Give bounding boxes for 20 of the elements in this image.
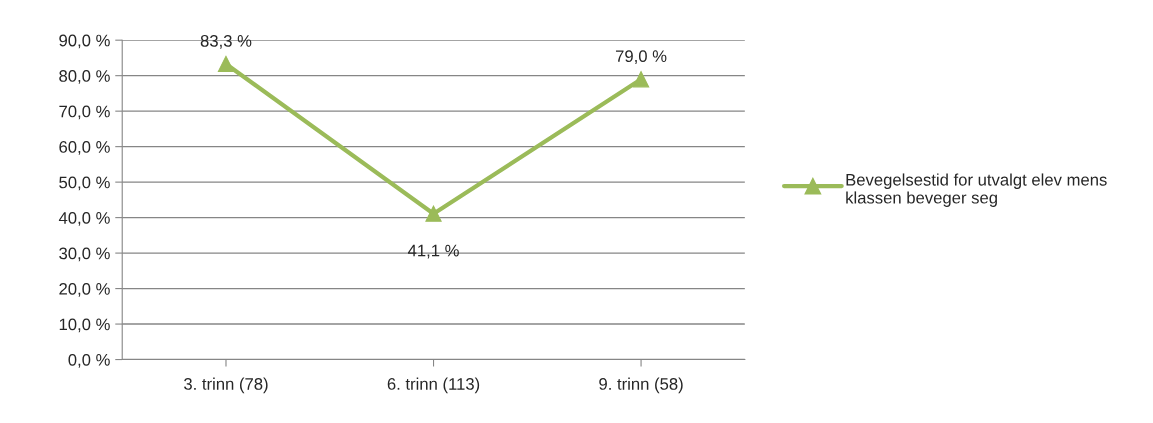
point — [425, 205, 442, 222]
x-tick-label: 9. trinn (58) — [599, 377, 683, 394]
x-tick-label: 3. trinn (78) — [184, 377, 268, 394]
y-tick-label: 80,0 % — [59, 70, 110, 84]
y-tick-label: 30,0 % — [59, 247, 110, 262]
y-tick-label: 0,0 % — [68, 353, 110, 368]
y-tick-label: 20,0 % — [59, 282, 110, 297]
point — [632, 71, 650, 88]
y-tick-label: 40,0 % — [58, 212, 110, 226]
y-tick-label: 70,0 % — [59, 105, 110, 120]
y-tick-label: 10,0 % — [59, 318, 110, 333]
y-tick-label: 90,0 % — [59, 34, 110, 49]
data-label: 83,3 % — [200, 34, 252, 49]
legend-label: Bevegelsestid for utvalgt elev mens klassen beveger seg — [846, 173, 1107, 207]
y-tick-label: 50,0 % — [59, 176, 110, 191]
data-label: 79,0 % — [615, 50, 667, 64]
point — [217, 55, 235, 73]
y-tick-label: 60,0 % — [59, 141, 110, 155]
data-label: 41,1 % — [407, 244, 459, 259]
x-tick-label: 6. trinn (113) — [387, 377, 480, 394]
